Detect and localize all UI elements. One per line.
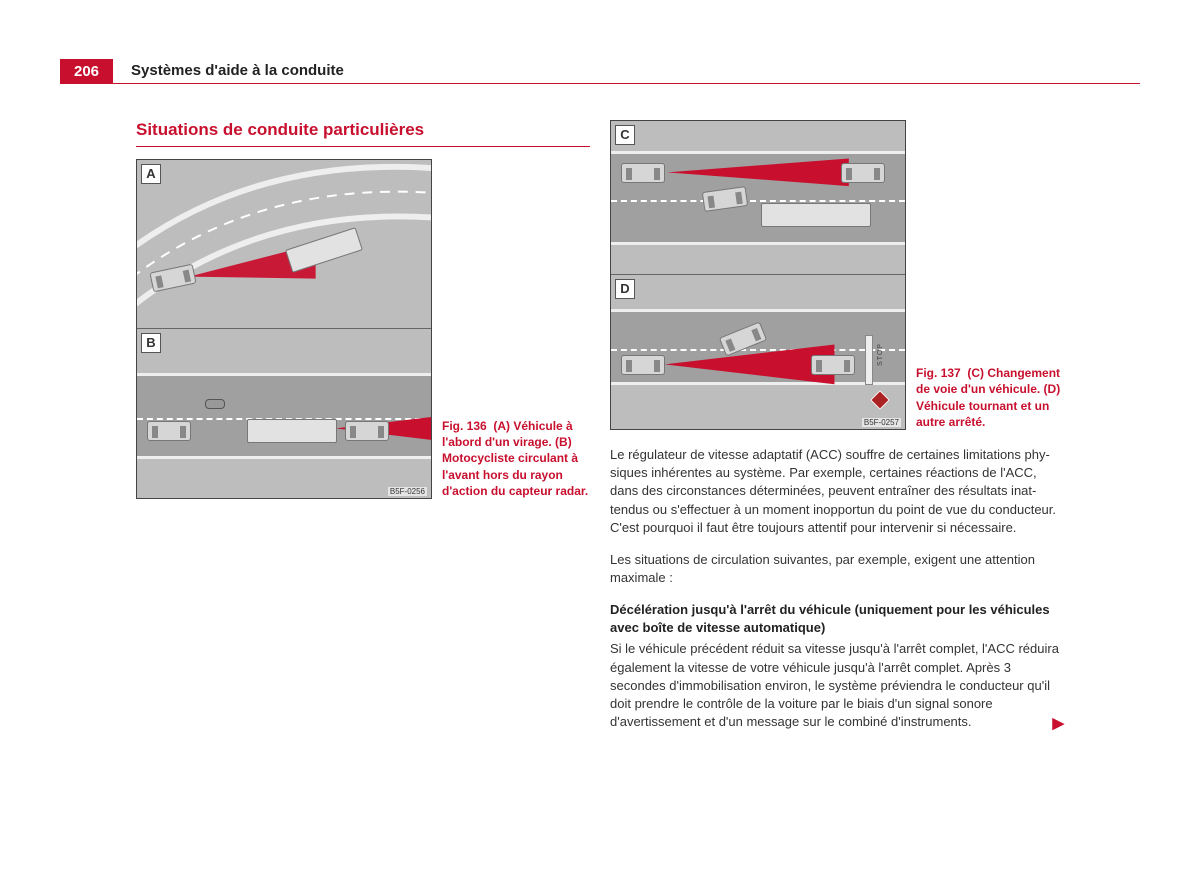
- cone-c-svg: [611, 121, 905, 274]
- left-column: Situations de conduite particulières A: [136, 120, 590, 745]
- figure-137-panel-c: C: [611, 121, 905, 275]
- trailer-c: [761, 203, 871, 227]
- paragraph-intro: Le régulateur de vitesse adaptatif (ACC)…: [610, 446, 1064, 537]
- paragraph-deceleration: Si le véhicule précédent réduit sa vites…: [610, 640, 1064, 731]
- front-car-c: [841, 163, 885, 183]
- figure-136-block: A B: [136, 159, 590, 499]
- panel-label-d: D: [615, 279, 635, 299]
- panel-label-a: A: [141, 164, 161, 184]
- continue-arrow-icon: ▶: [1052, 713, 1064, 734]
- figure-136-panel-b: B B5F-0256: [137, 329, 431, 498]
- figure-137-lead: Fig. 137: [916, 366, 961, 380]
- figure-137-block: C D: [610, 120, 1064, 430]
- chapter-title: Systèmes d'aide à la conduite: [131, 62, 344, 79]
- section-title: Situations de conduite particulières: [136, 120, 590, 147]
- stopped-car-d: [811, 355, 855, 375]
- ego-car-c: [621, 163, 665, 183]
- figure-136-image: A B: [136, 159, 432, 499]
- stop-text-d: STOP: [877, 343, 884, 366]
- ego-car-b: [147, 421, 191, 441]
- panel-label-c: C: [615, 125, 635, 145]
- cone-b-svg: [137, 329, 431, 498]
- page-content: Situations de conduite particulières A: [136, 120, 1064, 745]
- right-column: C D: [610, 120, 1064, 745]
- page-number-badge: 206: [60, 59, 113, 84]
- figure-137-caption: Fig. 137 (C) Change­ment de voie d'un vé…: [916, 365, 1064, 430]
- page-header: 206 Systèmes d'aide à la conduite: [60, 58, 1140, 84]
- panel-label-b: B: [141, 333, 161, 353]
- paragraph-deceleration-text: Si le véhicule précédent réduit sa vites…: [610, 641, 1059, 729]
- figure-136-panel-a: A: [137, 160, 431, 329]
- motorcycle-b: [205, 399, 225, 409]
- figure-136-code: B5F-0256: [388, 487, 427, 496]
- cone-d-svg: [611, 275, 905, 429]
- figure-136-caption: Fig. 136 (A) Véhicule à l'abord d'un vir…: [442, 418, 590, 499]
- paragraph-attention: Les situations de circulation suivantes,…: [610, 551, 1064, 587]
- curve-road-svg: [137, 160, 431, 328]
- ego-car-d: [621, 355, 665, 375]
- subheading-deceleration: Décélération jusqu'à l'arrêt du véhicule…: [610, 601, 1064, 636]
- trailer-b: [247, 419, 337, 443]
- stop-line-d: [865, 335, 873, 385]
- figure-136-lead: Fig. 136: [442, 419, 487, 433]
- figure-137-panel-d: D STOP B5F-0257: [611, 275, 905, 429]
- figure-137-code: B5F-0257: [862, 418, 901, 427]
- front-car-b: [345, 421, 389, 441]
- figure-137-image: C D: [610, 120, 906, 430]
